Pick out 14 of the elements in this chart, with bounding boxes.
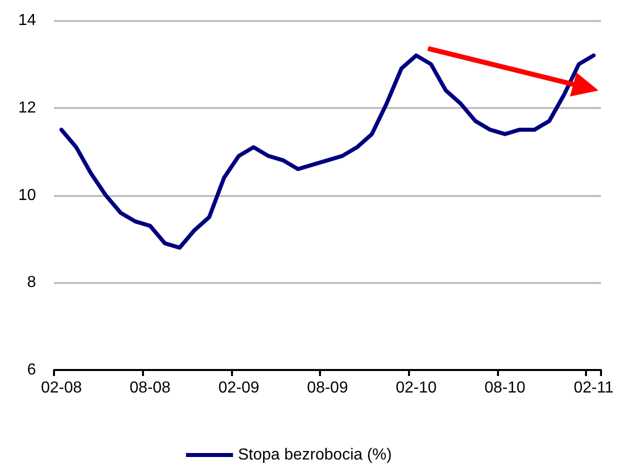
y-tick-label: 6 — [27, 362, 36, 378]
y-tick-label: 14 — [18, 12, 36, 29]
x-tick-label: 02-11 — [574, 380, 614, 396]
line-series — [59, 53, 596, 250]
x-tick-label: 08-08 — [130, 380, 171, 396]
x-tick-label: 02-08 — [40, 380, 82, 396]
x-tick-label: 08-09 — [307, 380, 348, 396]
y-tick-label: 10 — [18, 186, 36, 204]
legend-label: Stopa bezrobocia (%) — [238, 446, 392, 464]
y-tick-label: 12 — [18, 99, 36, 116]
x-tick-label: 02-09 — [218, 380, 260, 396]
x-tick-label: 02-10 — [396, 380, 437, 396]
x-tick-label: 08-10 — [484, 380, 526, 396]
y-tick-label: 8 — [27, 274, 36, 292]
